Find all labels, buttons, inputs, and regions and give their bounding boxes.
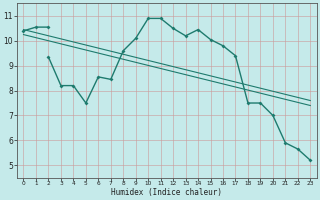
X-axis label: Humidex (Indice chaleur): Humidex (Indice chaleur) (111, 188, 222, 197)
